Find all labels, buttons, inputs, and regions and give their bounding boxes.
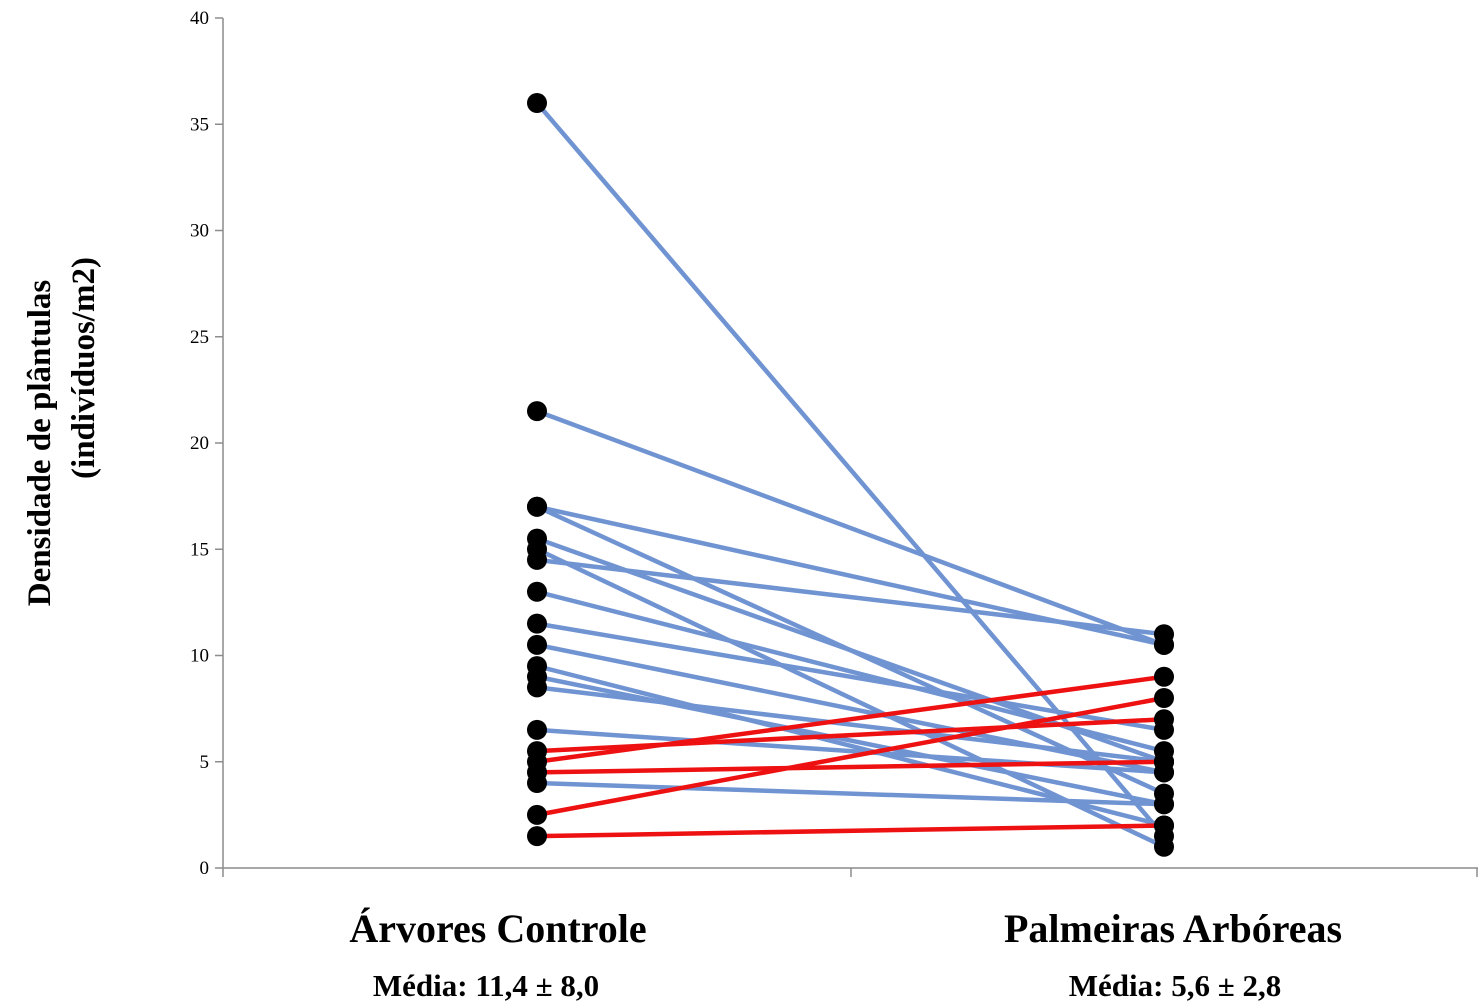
data-point-17-palmeiras [1154,751,1174,772]
data-point-14-palmeiras [1154,794,1174,815]
y-tick-label-40: 40 [190,8,209,29]
data-point-9-controle [527,634,547,655]
data-point-17-controle [527,762,547,783]
pair-line-18 [536,695,1165,818]
pair-line-16 [536,674,1165,764]
data-point-8-controle [527,613,547,634]
y-axis-label-line-2: (indivíduos/m2) [66,257,102,479]
y-tick-label-20: 20 [190,433,209,454]
pair-line-12 [536,685,1165,764]
data-point-16-palmeiras [1154,666,1174,687]
data-point-19-controle [527,826,547,847]
data-point-7-controle [527,581,547,602]
mean-label-palmeiras-arboreas: Média: 5,6 ± 2,8 [1069,968,1281,1003]
y-tick-label-15: 15 [190,539,209,560]
x-ticks [222,868,1478,877]
data-point-13-controle [527,719,547,740]
y-tick-label-5: 5 [200,752,210,773]
data-point-0-controle [527,93,547,113]
pair-line-7 [536,589,1165,754]
data-point-1-controle [527,401,547,422]
category-label-arvores-controle: Árvores Controle [349,906,646,951]
data-point-6-palmeiras [1154,624,1174,645]
data-point-18-palmeiras [1154,688,1174,708]
pair-line-14 [536,780,1165,807]
data-points [527,93,1174,857]
pair-line-6 [536,557,1165,637]
data-point-3-controle [527,496,547,517]
pair-line-8 [536,621,1165,733]
category-label-palmeiras-arboreas: Palmeiras Arbóreas [1004,906,1342,951]
paired-lines [535,101,1166,849]
data-point-6-controle [527,549,547,570]
y-tick-label-25: 25 [190,327,209,348]
mean-label-arvores-controle: Média: 11,4 ± 8,0 [373,968,599,1003]
data-point-15-palmeiras [1154,709,1174,730]
data-point-5-palmeiras [1154,836,1174,857]
y-ticks: 0 5 10 15 20 25 30 35 40 [190,8,223,879]
pair-line-19 [536,823,1165,839]
data-point-12-controle [527,677,547,698]
pair-line-1 [536,409,1165,647]
y-axis-label-line-1: Densidade de plântulas [22,280,58,607]
pair-line-17 [536,759,1165,775]
y-tick-label-35: 35 [190,114,209,135]
y-tick-label-30: 30 [190,221,209,242]
data-point-18-controle [527,804,547,825]
data-point-19-palmeiras [1154,815,1174,836]
y-tick-label-10: 10 [190,646,209,667]
y-tick-label-0: 0 [200,858,210,879]
